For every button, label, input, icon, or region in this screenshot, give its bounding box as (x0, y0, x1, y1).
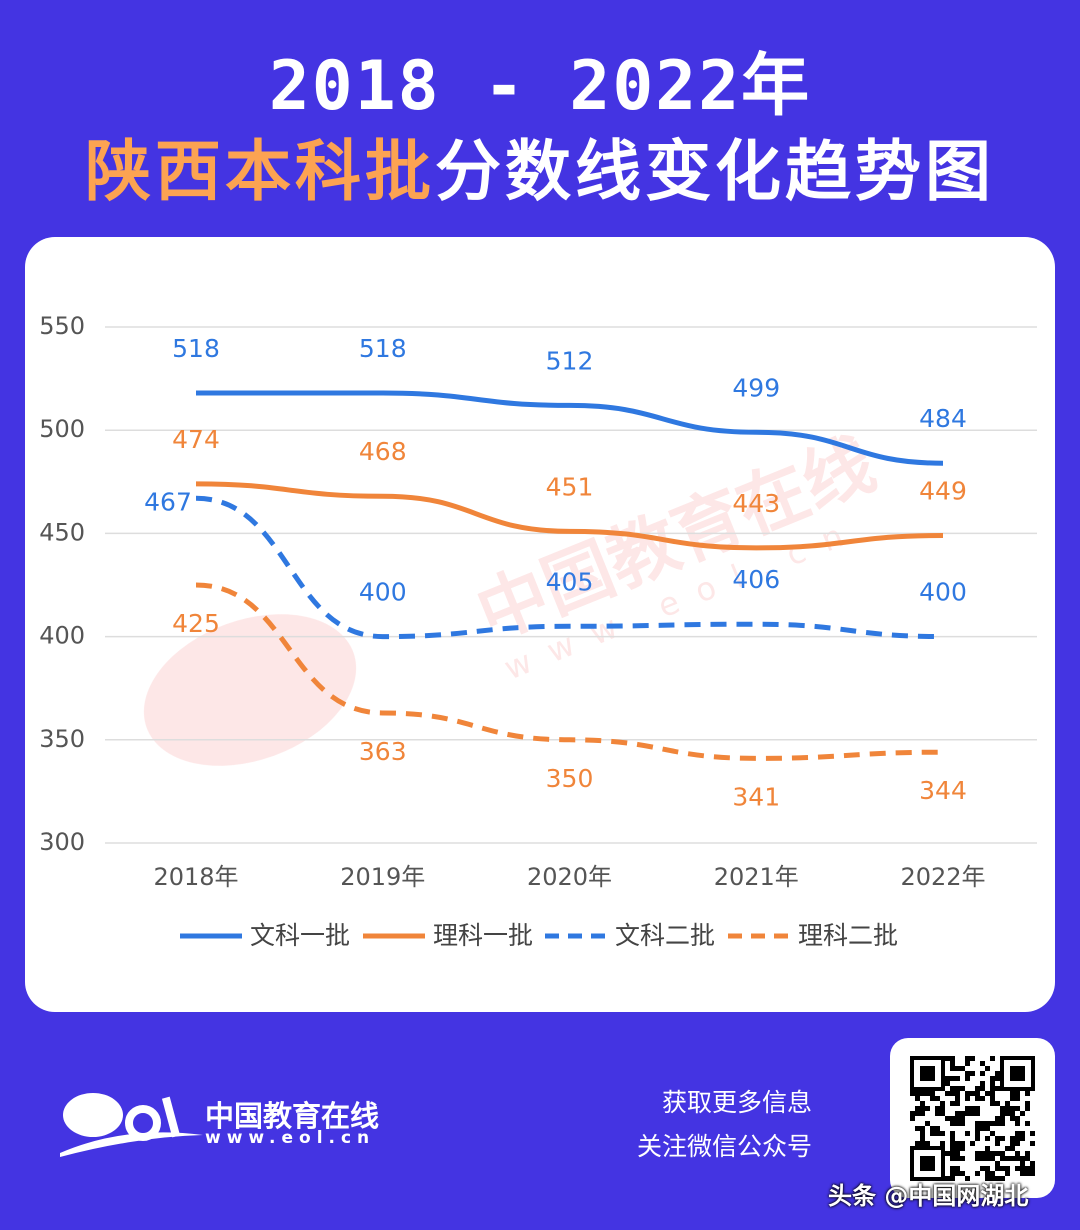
series-line (195, 390, 944, 466)
data-label: 344 (919, 776, 967, 805)
data-label: 468 (359, 437, 407, 466)
qr-code-icon (910, 1056, 1035, 1181)
data-label: 350 (546, 764, 594, 793)
info-line2: 关注微信公众号 (636, 1132, 812, 1161)
data-label: 400 (919, 578, 967, 607)
y-tick-label: 300 (39, 828, 85, 856)
y-tick-label: 350 (39, 725, 85, 753)
data-label: 467 (144, 487, 192, 516)
data-label: 443 (732, 489, 780, 518)
legend-label: 理科一批 (433, 921, 533, 950)
title-highlight: 陕西本科批 (85, 133, 435, 210)
legend-label: 文科二批 (615, 921, 715, 950)
series-line (195, 495, 944, 640)
data-label: 341 (732, 782, 780, 811)
y-tick-label: 550 (39, 312, 85, 340)
title-line2: 陕西本科批分数线变化趋势图 (0, 118, 1080, 214)
data-label: 484 (919, 404, 967, 433)
source-watermark: 头条 @中国网湖北 (828, 1182, 1029, 1210)
title-rest: 分数线变化趋势图 (435, 133, 995, 210)
x-tick-label: 2019年 (340, 863, 425, 891)
data-label: 518 (359, 334, 407, 363)
data-label: 499 (732, 373, 780, 402)
data-label: 425 (172, 609, 220, 638)
x-tick-label: 2021年 (714, 863, 799, 891)
series-line (195, 481, 944, 551)
eol-logo-icon (60, 1093, 203, 1157)
logo-text: 中国教育在线 (205, 1099, 380, 1133)
series-line (195, 582, 944, 761)
center-watermark: 中国教育在线 www.eol.cn (143, 422, 886, 766)
y-tick-label: 450 (39, 518, 85, 546)
data-label: 518 (172, 334, 220, 363)
data-label: 449 (919, 476, 967, 505)
title-line1: 2018 - 2022年 (268, 47, 812, 126)
y-tick-label: 500 (39, 415, 85, 443)
y-tick-label: 400 (39, 622, 85, 650)
x-tick-label: 2018年 (153, 863, 238, 891)
legend-label: 理科二批 (798, 921, 898, 950)
x-tick-label: 2020年 (527, 863, 612, 891)
data-label: 405 (546, 567, 594, 596)
x-tick-label: 2022年 (900, 863, 985, 891)
data-label: 474 (172, 425, 220, 454)
data-label: 363 (359, 737, 407, 766)
qr-code[interactable] (890, 1038, 1055, 1198)
data-label: 406 (732, 565, 780, 594)
data-label: 400 (359, 578, 407, 607)
info-line1: 获取更多信息 (661, 1088, 812, 1117)
logo-url: www.eol.cn (205, 1128, 376, 1148)
data-label: 451 (546, 472, 594, 501)
legend-label: 文科一批 (250, 921, 350, 950)
data-label: 512 (546, 346, 594, 375)
